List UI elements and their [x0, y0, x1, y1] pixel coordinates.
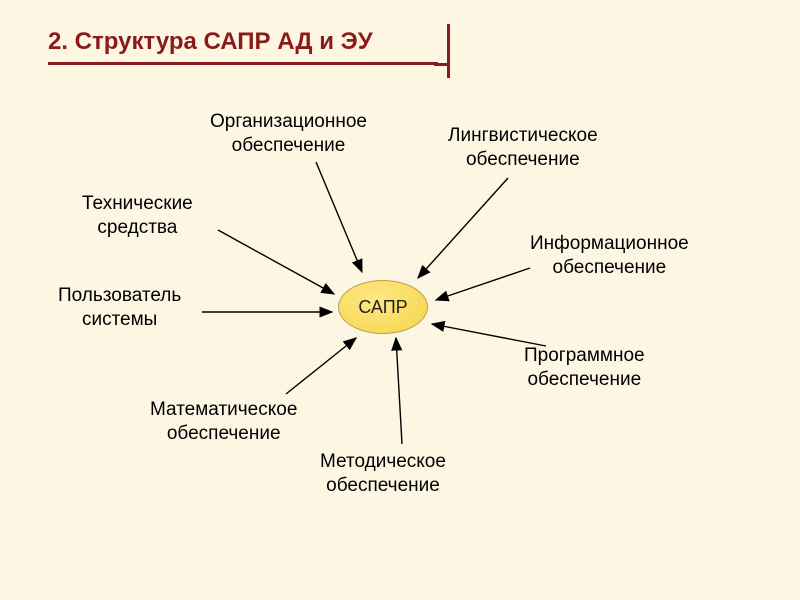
arrow: [218, 230, 334, 294]
page-title: 2. Структура САПР АД и ЭУ: [48, 28, 438, 62]
arrow: [418, 178, 508, 278]
node-label: Пользователь системы: [58, 284, 181, 332]
node-label: Информационное обеспечение: [530, 232, 689, 280]
arrows-layer: [0, 80, 800, 600]
arrow: [316, 162, 362, 272]
title-area: 2. Структура САПР АД и ЭУ: [48, 28, 438, 65]
node-label: Программное обеспечение: [524, 344, 645, 392]
diagram: САПР Организационное обеспечение Лингвист…: [0, 80, 800, 600]
node-label: Методическое обеспечение: [320, 450, 446, 498]
arrow: [436, 268, 530, 300]
title-hook: [436, 24, 450, 66]
node-label: Технические средства: [82, 192, 193, 240]
node-label: Организационное обеспечение: [210, 110, 367, 158]
arrow: [396, 338, 402, 444]
center-node: САПР: [338, 280, 428, 334]
center-label: САПР: [358, 297, 407, 318]
node-label: Лингвистическое обеспечение: [448, 124, 598, 172]
arrow: [432, 324, 546, 346]
node-label: Математическое обеспечение: [150, 398, 297, 446]
title-underline: [48, 62, 438, 65]
arrow: [286, 338, 356, 394]
